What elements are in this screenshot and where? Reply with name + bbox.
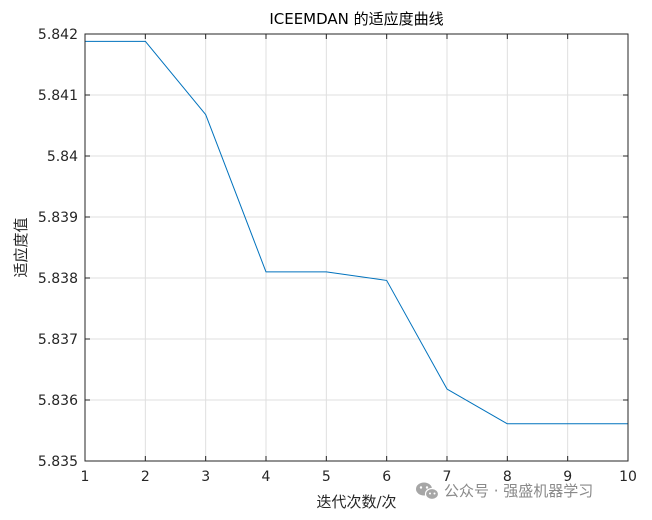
y-tick-label: 5.84 — [47, 149, 78, 165]
x-tick-label: 6 — [382, 469, 391, 485]
series-line — [85, 40, 628, 425]
y-tick-label: 5.839 — [38, 210, 78, 226]
y-tick-labels: 5.835 5.836 5.837 5.838 5.839 5.84 5.841 5.842 — [38, 27, 78, 470]
x-tick-label: 10 — [619, 469, 637, 485]
x-tick-label: 7 — [443, 469, 452, 485]
wechat-icon — [416, 482, 440, 501]
x-tick-labels: 1 2 3 4 5 6 7 8 9 10 — [81, 469, 637, 485]
watermark-text: 公众号 · 强盛机器学习 — [444, 482, 593, 500]
y-tick-label: 5.838 — [38, 271, 78, 287]
y-tick-label: 5.835 — [38, 454, 78, 470]
watermark: 公众号 · 强盛机器学习 — [416, 482, 593, 501]
y-tick-label: 5.842 — [38, 27, 78, 43]
plot-frame — [84, 33, 629, 462]
y-tick-label: 5.836 — [38, 393, 78, 409]
plot-area — [85, 34, 628, 461]
x-tick-label: 1 — [81, 469, 90, 485]
x-axis-label: 迭代次数/次 — [316, 493, 396, 511]
y-tick-label: 5.841 — [38, 88, 78, 104]
y-tick-label: 5.837 — [38, 332, 78, 348]
y-axis-label: 适应度值 — [12, 217, 30, 277]
chart-title: ICEEMDAN 的适应度曲线 — [269, 10, 443, 28]
x-tick-label: 2 — [141, 469, 150, 485]
x-tick-label: 4 — [262, 469, 271, 485]
ticks — [84, 33, 629, 462]
x-tick-label: 3 — [201, 469, 210, 485]
series-layer — [85, 40, 628, 425]
x-tick-label: 8 — [503, 469, 512, 485]
x-tick-label: 9 — [563, 469, 572, 485]
x-tick-label: 5 — [322, 469, 331, 485]
